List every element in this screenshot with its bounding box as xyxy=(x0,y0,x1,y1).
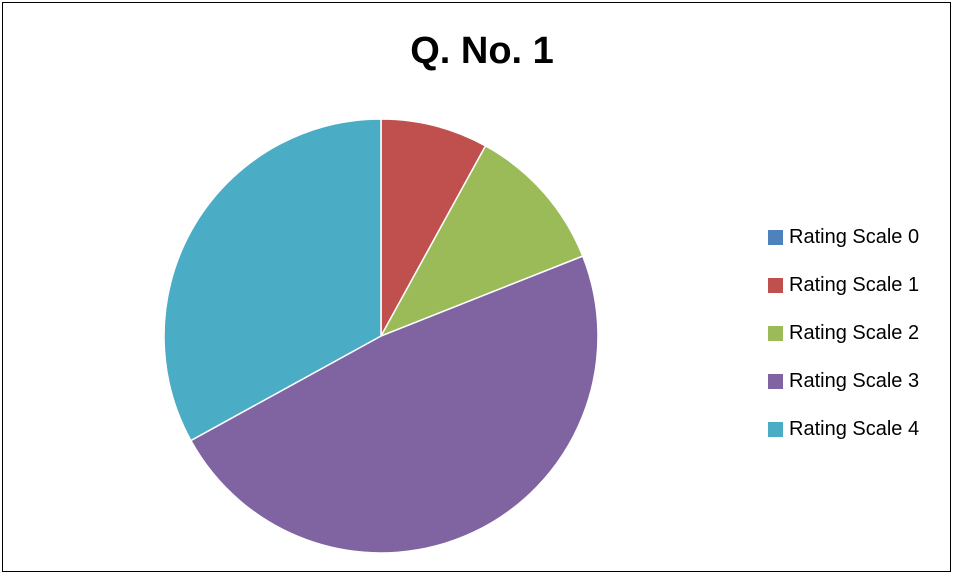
legend-item-rating-scale-1: Rating Scale 1 xyxy=(768,273,919,297)
legend-swatch xyxy=(768,229,783,245)
legend-swatch xyxy=(768,373,783,389)
pie-slice-rating-scale-4 xyxy=(163,118,382,442)
legend-swatch xyxy=(768,421,783,437)
legend-label: Rating Scale 1 xyxy=(789,273,920,296)
legend-swatch xyxy=(768,277,783,293)
legend-label: Rating Scale 2 xyxy=(789,321,920,344)
legend-item-rating-scale-0: Rating Scale 0 xyxy=(768,225,919,249)
pie-slice-rating-scale-2 xyxy=(379,144,584,338)
pie-slice-rating-scale-3 xyxy=(189,255,599,554)
legend-label: Rating Scale 3 xyxy=(789,369,920,392)
chart-title: Q. No. 1 xyxy=(410,30,554,72)
legend-item-rating-scale-3: Rating Scale 3 xyxy=(768,369,919,393)
chart-legend: Rating Scale 0 Rating Scale 1 Rating Scale… xyxy=(768,225,919,465)
legend-item-rating-scale-2: Rating Scale 2 xyxy=(768,321,919,345)
pie-slice-rating-scale-1 xyxy=(380,118,487,337)
legend-label: Rating Scale 0 xyxy=(789,225,920,248)
legend-label: Rating Scale 4 xyxy=(789,417,920,440)
legend-swatch xyxy=(768,325,783,341)
legend-item-rating-scale-4: Rating Scale 4 xyxy=(768,417,919,441)
